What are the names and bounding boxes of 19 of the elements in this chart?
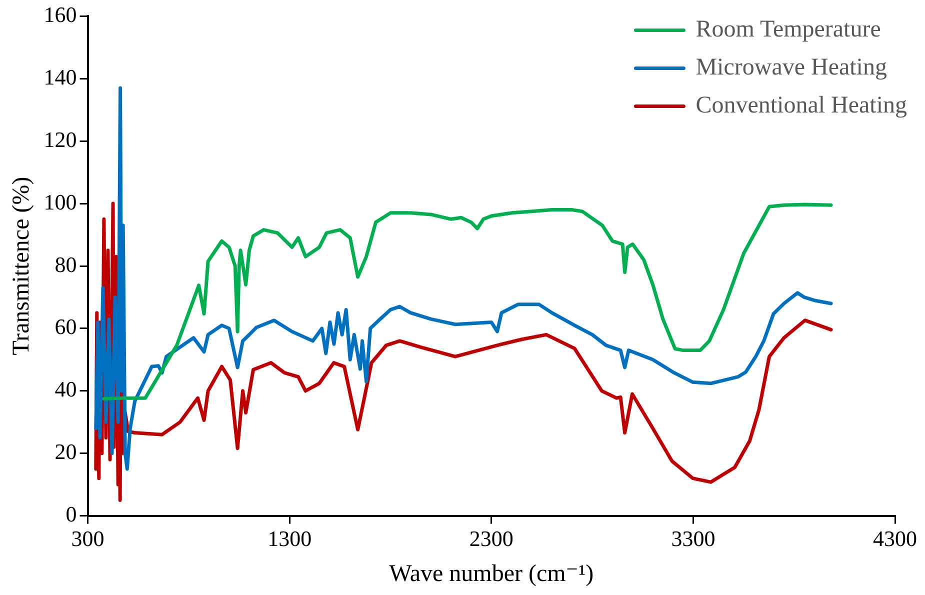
y-tick-label: 60 — [54, 314, 77, 340]
y-axis-title: Transmittence (%) — [8, 176, 35, 356]
x-tick-label: 4300 — [873, 526, 917, 551]
y-tick-label: 160 — [44, 2, 77, 27]
x-axis-title: Wave number (cm⁻¹) — [389, 560, 594, 587]
x-tick-label: 3300 — [671, 526, 716, 551]
legend-label: Room Temperature — [696, 16, 881, 42]
y-tick-label: 80 — [54, 252, 77, 277]
legend-label: Conventional Heating — [696, 92, 908, 118]
legend-label: Microwave Heating — [696, 54, 887, 80]
x-tick-label: 300 — [71, 526, 104, 551]
y-tick-label: 0 — [66, 502, 77, 527]
y-tick-label: 140 — [44, 64, 77, 90]
x-tick-label: 1300 — [268, 526, 312, 551]
y-tick-label: 100 — [44, 189, 77, 214]
x-tick-label: 2300 — [469, 526, 514, 551]
y-tick-label: 40 — [54, 376, 77, 402]
y-tick-label: 20 — [54, 439, 77, 464]
y-tick-label: 120 — [44, 126, 77, 152]
